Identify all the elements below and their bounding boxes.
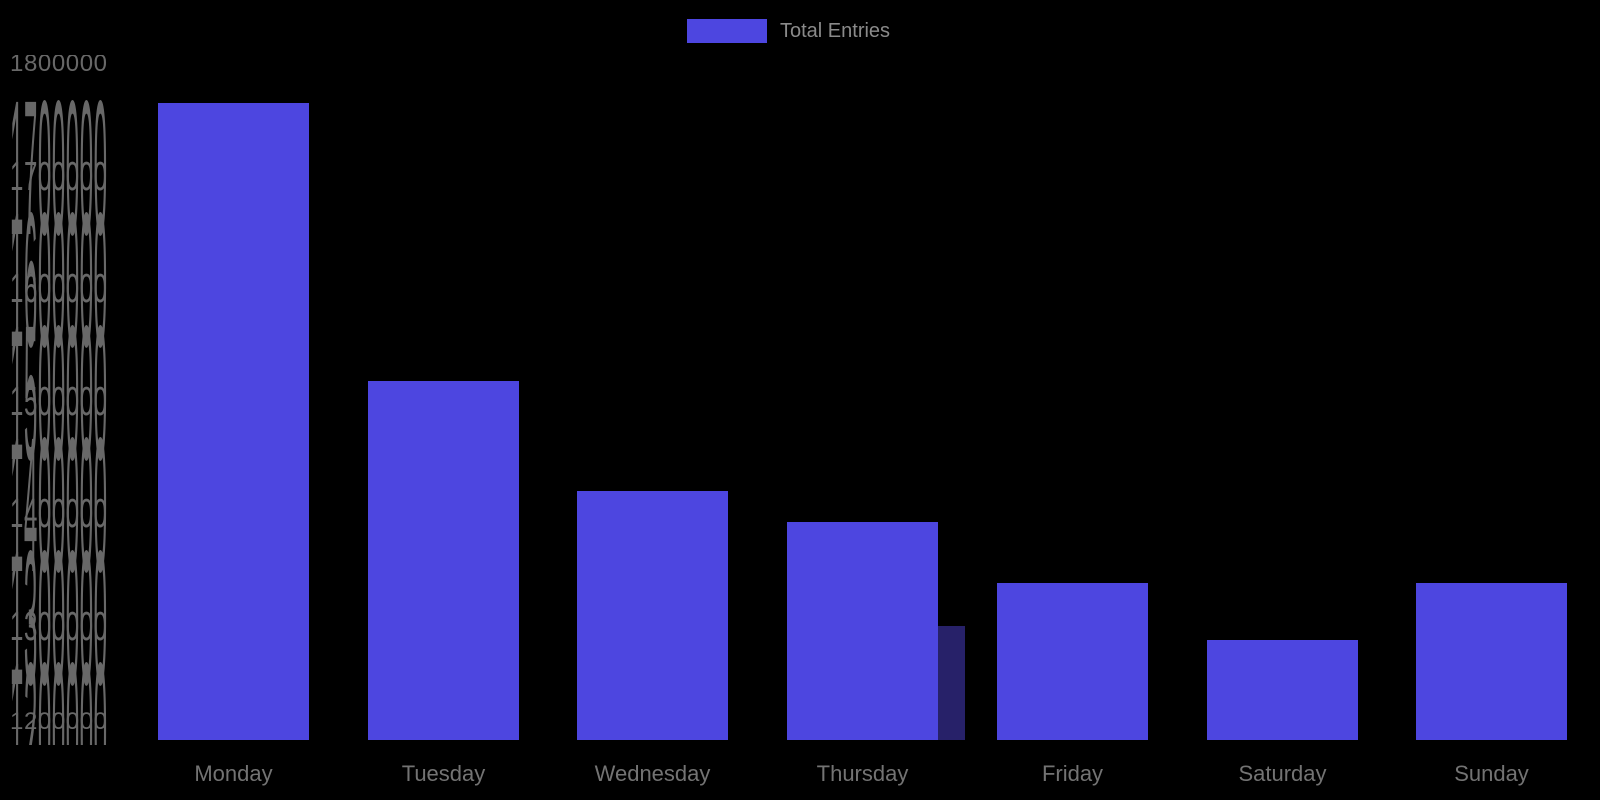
y-tick-label-max: 1800000 xyxy=(10,55,108,77)
y-tick-label-stretched: 1500000 xyxy=(10,290,108,507)
x-tick-label-friday: Friday xyxy=(1041,761,1104,786)
y-axis: 1800000 1200000 1700000 1700000 1600000 16000… xyxy=(0,55,140,745)
bar-monday[interactable] xyxy=(158,103,309,740)
bar-dark-extra[interactable] xyxy=(938,626,965,740)
y-tick-label-stretched: 1500000 xyxy=(10,378,108,425)
x-tick-label-tuesday: Tuesday xyxy=(401,761,486,786)
legend-item-total-entries[interactable]: Total Entries xyxy=(687,19,890,43)
x-tick-label-wednesday: Wednesday xyxy=(594,761,711,786)
bar-thursday[interactable] xyxy=(787,521,938,740)
bar-tuesday[interactable] xyxy=(368,381,519,740)
legend-swatch xyxy=(687,19,767,43)
y-tick-label-stretched: 1400000 xyxy=(10,491,108,538)
bar-saturday[interactable] xyxy=(1207,639,1358,740)
y-tick-label-stretched: 1300000 xyxy=(10,515,108,732)
bar-friday[interactable] xyxy=(997,582,1148,740)
y-tick-label-stretched: 1700000 xyxy=(10,65,108,282)
x-tick-label-thursday: Thursday xyxy=(816,761,909,786)
y-tick-label-stretched: 1600000 xyxy=(10,178,108,394)
x-tick-label-sunday: Sunday xyxy=(1454,761,1529,786)
y-tick-label-min: 1200000 xyxy=(10,708,108,735)
y-tick-label-stretched: 1300000 xyxy=(10,603,108,650)
y-tick-label-stretched: 1600000 xyxy=(10,266,108,313)
y-tick-label-stretched: 1700000 xyxy=(10,153,108,200)
x-tick-label-saturday: Saturday xyxy=(1238,761,1327,786)
x-tick-label-monday: Monday xyxy=(194,761,273,786)
bar-sunday[interactable] xyxy=(1416,582,1567,740)
bar-wednesday[interactable] xyxy=(577,491,728,740)
legend-label: Total Entries xyxy=(780,20,891,42)
y-tick-label-stretched: 1200000 xyxy=(10,628,108,745)
y-tick-label-stretched: 1400000 xyxy=(10,403,108,619)
